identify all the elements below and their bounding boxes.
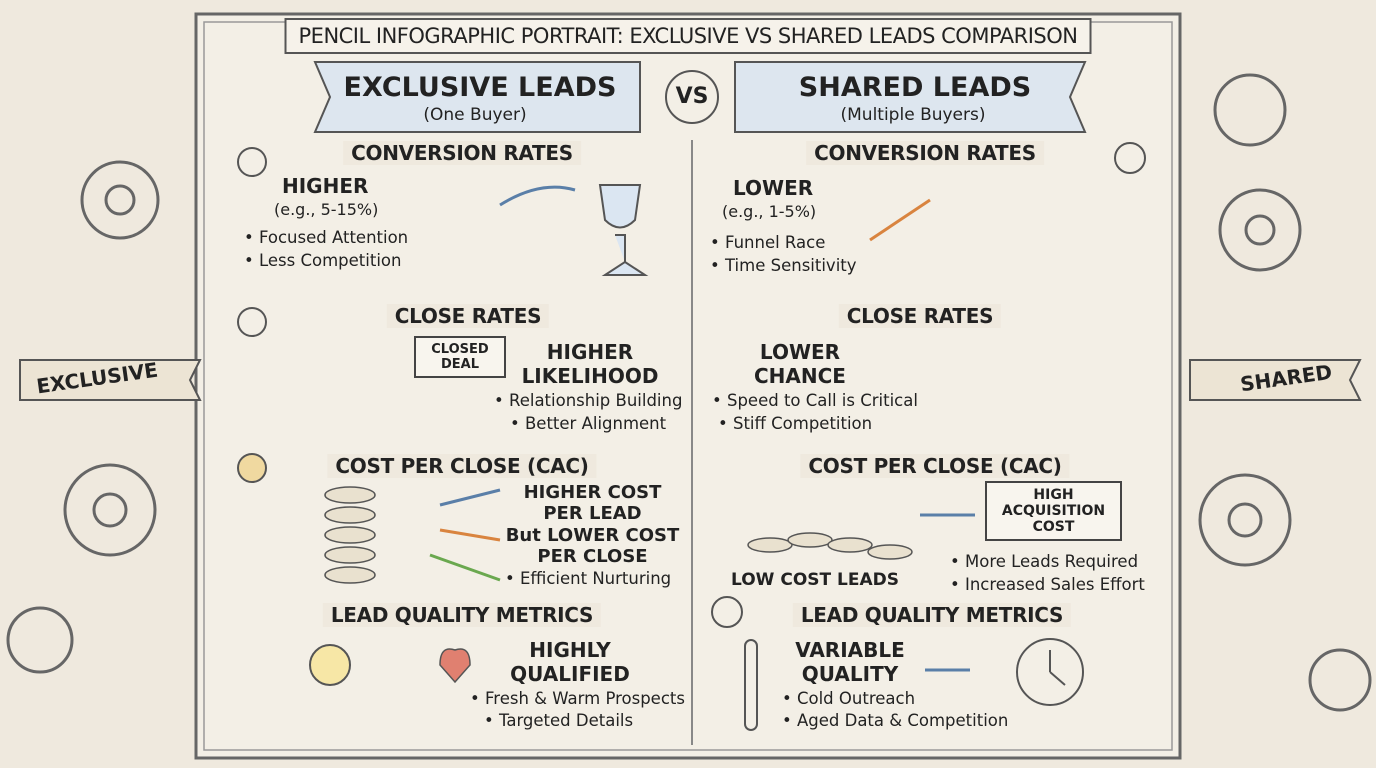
detail: (e.g., 1-5%): [722, 202, 817, 221]
title: PENCIL INFOGRAPHIC PORTRAIT: EXCLUSIVE V…: [284, 18, 1092, 54]
section-title: LEAD QUALITY METRICS: [322, 603, 602, 627]
cost-line: HIGHER COST PER LEAD: [523, 482, 662, 524]
section-title: CONVERSION RATES: [806, 141, 1044, 165]
section-title: CLOSE RATES: [838, 304, 1002, 328]
headline: LOWER: [733, 176, 814, 200]
section-title: COST PER CLOSE (CAC): [327, 454, 597, 478]
frame: [194, 12, 1182, 760]
column-heading: EXCLUSIVE LEADS: [343, 72, 617, 103]
section-title: LEAD QUALITY METRICS: [792, 603, 1072, 627]
bullet: Cold Outreach: [782, 689, 915, 708]
bullet: Increased Sales Effort: [950, 575, 1145, 594]
bullet: More Leads Required: [950, 552, 1138, 571]
headline: VARIABLE QUALITY: [795, 638, 905, 686]
vs: VS: [675, 84, 709, 109]
bullet: Better Alignment: [510, 414, 666, 433]
bullet: Less Competition: [244, 251, 401, 270]
bullet: Targeted Details: [484, 711, 633, 730]
section-title: COST PER CLOSE (CAC): [800, 454, 1070, 478]
headline: HIGHER: [282, 174, 369, 198]
bullet: Time Sensitivity: [710, 256, 857, 275]
bullet: Fresh & Warm Prospects: [470, 689, 685, 708]
section-title: CONVERSION RATES: [343, 141, 581, 165]
caption: LOW COST LEADS: [731, 570, 899, 590]
bullet: Speed to Call is Critical: [712, 391, 918, 410]
badge: HIGH ACQUISITION COST: [985, 481, 1122, 541]
bullet: Efficient Nurturing: [505, 569, 671, 588]
bullet: Focused Attention: [244, 228, 408, 247]
badge: CLOSED DEAL: [414, 336, 506, 378]
column-subheading: (Multiple Buyers): [840, 105, 986, 125]
headline: HIGHER LIKELIHOOD: [521, 340, 659, 388]
headline: LOWER CHANCE: [754, 340, 846, 388]
column-heading: SHARED LEADS: [798, 72, 1032, 103]
headline: HIGHLY QUALIFIED: [510, 638, 630, 686]
column-subheading: (One Buyer): [423, 105, 527, 125]
bullet: Stiff Competition: [718, 414, 872, 433]
cost-line: But LOWER COST PER CLOSE: [505, 525, 680, 567]
section-title: CLOSE RATES: [386, 304, 550, 328]
bullet: Relationship Building: [494, 391, 682, 410]
detail: (e.g., 5-15%): [274, 200, 379, 219]
bullet: Aged Data & Competition: [782, 711, 1008, 730]
bullet: Funnel Race: [710, 233, 825, 252]
